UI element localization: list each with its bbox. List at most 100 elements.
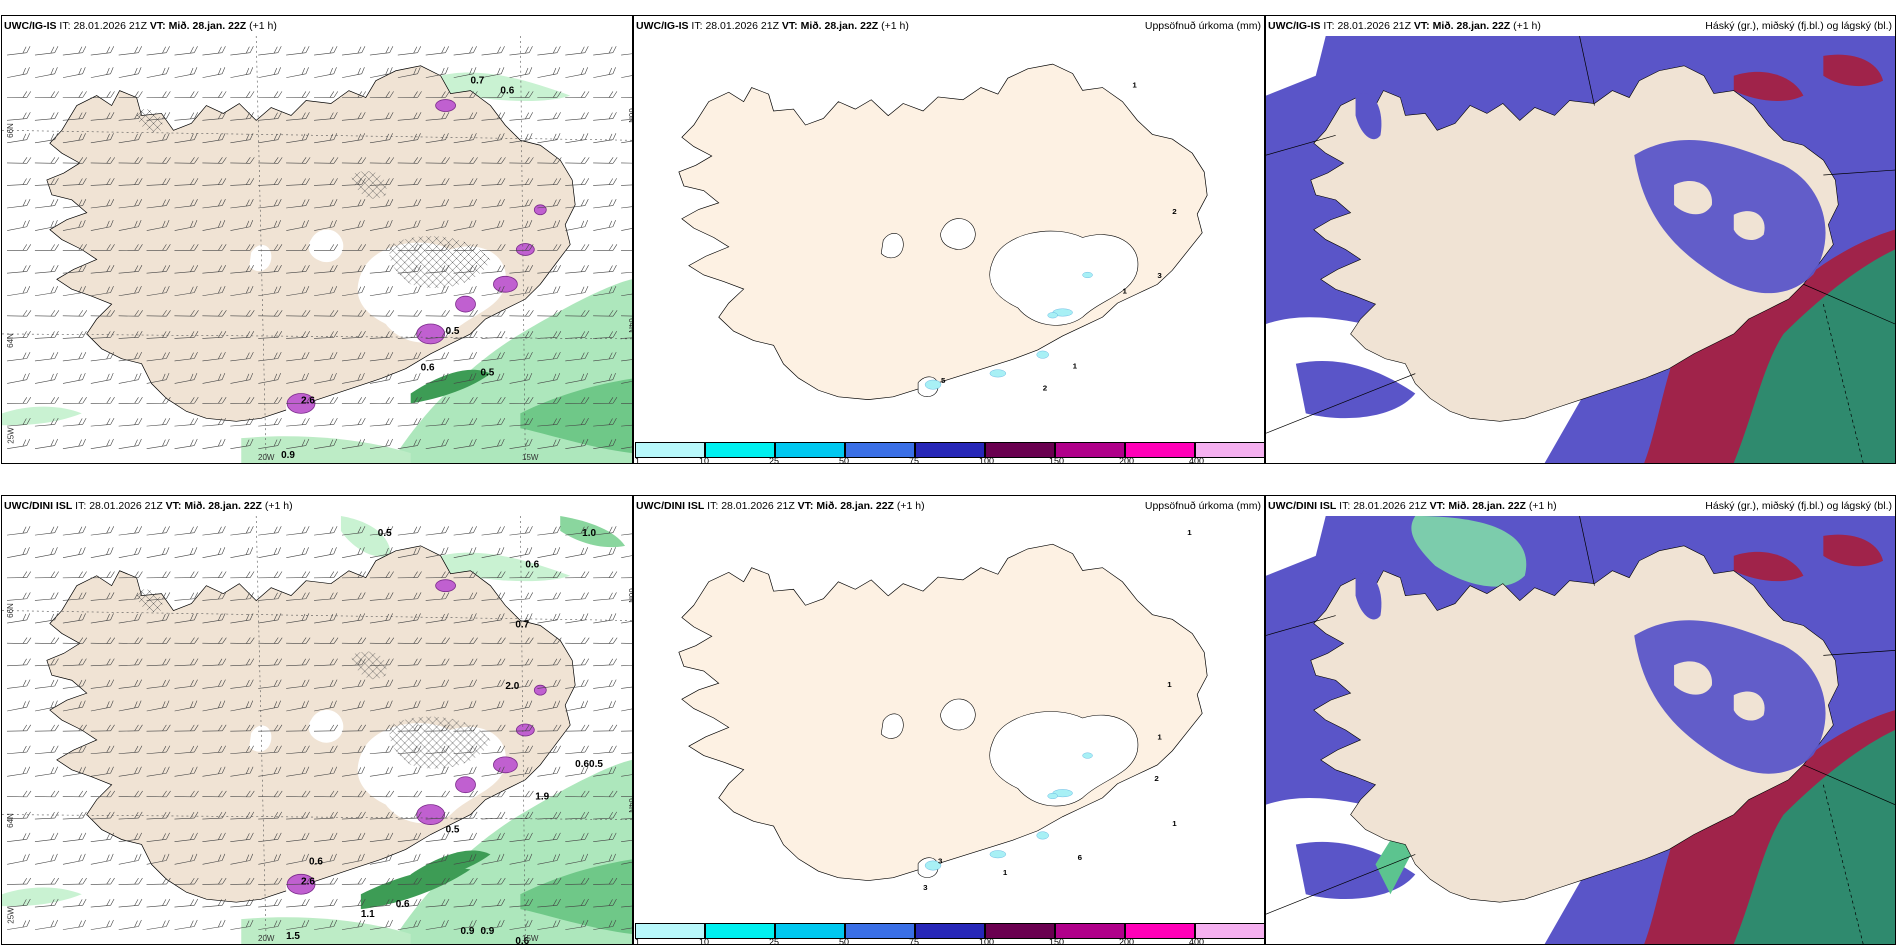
wind-barb (342, 547, 365, 559)
wind-barb (341, 417, 366, 427)
wind-barb (202, 397, 227, 404)
wind-barb (258, 700, 281, 712)
wind-barb (146, 700, 170, 712)
wind-barb (7, 220, 30, 231)
wind-barb (509, 67, 533, 78)
wind-barb (118, 919, 142, 930)
wind-barb (62, 417, 87, 427)
wind-barb (62, 199, 87, 209)
wind-barb (537, 112, 561, 121)
wind-barb (314, 286, 338, 297)
wind-barb (62, 526, 87, 536)
wind-barb (174, 178, 199, 186)
wind-barb (537, 679, 561, 689)
wind-barb (6, 310, 32, 317)
wind-barb (7, 853, 30, 865)
wind-barb (118, 265, 143, 274)
wind-barb (621, 358, 632, 362)
wind-barb (537, 853, 561, 865)
wind-barb (453, 91, 478, 99)
wind-barb (146, 766, 170, 777)
wind-barb (537, 877, 562, 885)
wind-barb (202, 157, 227, 164)
wind-barb (537, 438, 561, 449)
wind-barb (341, 571, 366, 579)
wind-barb (565, 853, 589, 865)
wind-barb (258, 832, 282, 842)
wind-barb (425, 679, 450, 689)
wind-barb (481, 853, 505, 865)
wind-barb (118, 178, 143, 186)
panel-header: UWC/IG-IS IT: 28.01.2026 21Z VT: Mið. 28… (634, 16, 1264, 36)
wind-barb (34, 310, 60, 317)
wind-barb (118, 351, 142, 362)
wind-barb (565, 790, 590, 798)
wind-barb (230, 790, 255, 798)
wind-value-label: 2.6 (301, 395, 315, 406)
map-area: 1 1 1 2 1 6 1 3 3 (634, 516, 1264, 920)
wind-barb (146, 877, 171, 885)
wind-value-label: 0.5 (446, 825, 460, 836)
wind-barb (593, 766, 617, 777)
wind-barb (174, 547, 198, 559)
wind-barb (481, 417, 506, 427)
wind-barb (90, 766, 114, 777)
wind-barb (621, 860, 632, 865)
colorbar-tick: 200 (1119, 456, 1135, 464)
wind-barb (341, 286, 366, 297)
wind-barb (174, 438, 198, 449)
wind-barb (314, 244, 339, 251)
wind-barb (341, 178, 366, 186)
wind-barb (314, 790, 339, 798)
precip-blob (1082, 271, 1093, 278)
wind-barb (509, 811, 534, 820)
wind-barb (369, 372, 393, 384)
wind-barb (90, 286, 114, 297)
wind-barb (118, 91, 143, 99)
wind-barb (621, 162, 632, 164)
wind-value-label: 2.6 (301, 876, 315, 887)
panel-subtitle: Uppsöfnuð úrkoma (mm) (1144, 20, 1261, 32)
wind-barb (174, 112, 199, 121)
wind-barb (369, 877, 394, 885)
wind-barb (230, 811, 255, 820)
wind-barb (593, 658, 617, 667)
wind-barb (35, 67, 58, 78)
wind-barb (369, 832, 394, 842)
wind-barb (258, 811, 283, 820)
wind-barb (202, 613, 226, 624)
precip-value-label: 2 (1043, 383, 1047, 392)
wind-barb (174, 877, 199, 885)
wind-barb (286, 745, 310, 755)
wind-barb (62, 310, 88, 317)
wind-barb (481, 133, 505, 144)
colorbar-swatch (1055, 442, 1125, 458)
wind-barb (537, 244, 562, 251)
wind-barb (369, 637, 395, 644)
valid-time: Mið. 28.jan. 22Z (184, 500, 262, 512)
wind-barb (621, 445, 632, 449)
wind-barb (7, 199, 31, 209)
wind-barb (118, 331, 143, 339)
wind-barb (6, 724, 32, 732)
wind-barb (62, 331, 87, 339)
init-time: 28.01.2026 21Z (1337, 20, 1411, 32)
wind-barb (481, 351, 505, 362)
glacier-area (308, 709, 344, 743)
wind-barb (565, 724, 590, 732)
wind-barb (593, 919, 617, 930)
wind-barb (314, 199, 338, 209)
wind-barb (286, 133, 310, 144)
wind-barb (258, 547, 281, 559)
wind-barb (369, 547, 393, 559)
wind-barb (565, 265, 589, 274)
wind-barb (397, 133, 421, 144)
wind-barb (397, 571, 422, 579)
wind-barb (118, 417, 143, 427)
wind-barb (6, 91, 32, 99)
vt-label: VT: (1413, 20, 1430, 32)
wind-barb (202, 724, 227, 732)
wind-barb (425, 592, 450, 601)
wind-barb (7, 351, 31, 362)
wind-barb (202, 178, 227, 186)
